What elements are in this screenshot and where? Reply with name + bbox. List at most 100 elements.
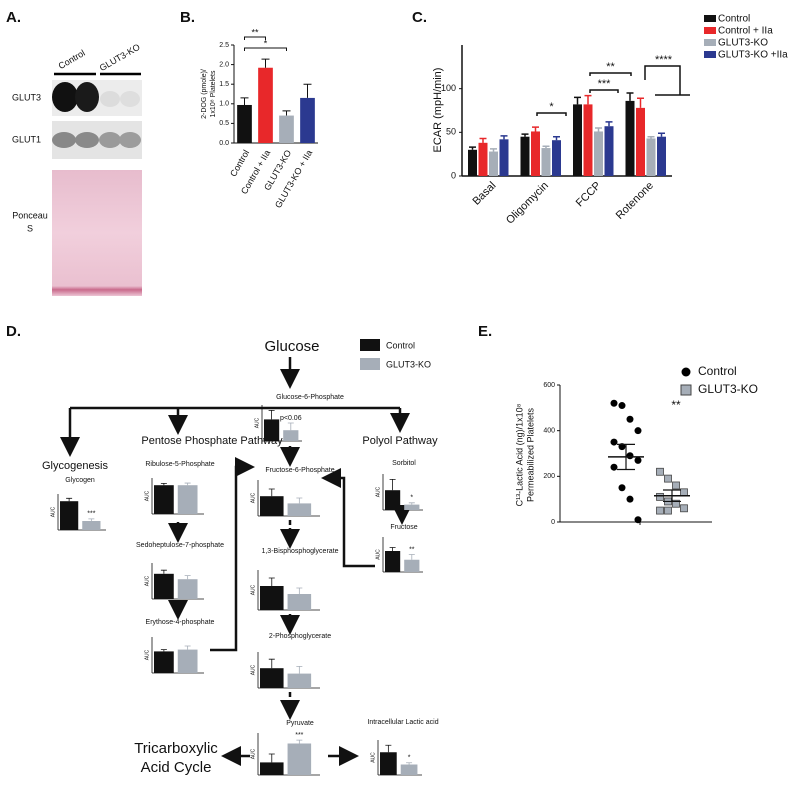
legend-label: GLUT3-KO: [386, 359, 431, 369]
bar: [625, 100, 635, 176]
bar: [82, 521, 101, 530]
data-point: [680, 504, 688, 513]
significance-label: **: [606, 61, 615, 73]
y-tick-label: 2.5: [219, 42, 229, 49]
error-bar: [389, 547, 396, 551]
error-bar: [385, 744, 392, 753]
bar: [287, 743, 312, 775]
bar: [404, 504, 420, 510]
data-point: [610, 463, 618, 471]
y-axis-label: C¹³-Lactic Acid (ng)/1x10⁸: [514, 403, 524, 506]
bar: [287, 503, 312, 516]
y-tick-label: 200: [543, 473, 555, 480]
mini-title: Intracellular Lactic acid: [367, 719, 438, 726]
blot-stain-label: S: [27, 223, 33, 233]
legend-swatch: [360, 339, 380, 351]
blot: Control GLUT3-KO GLUT3 GLUT1 Ponceau S: [12, 42, 142, 296]
mini-title: Fructose: [390, 524, 417, 531]
bar: [260, 668, 284, 688]
data-point: [672, 499, 680, 508]
mini-title: Fructose-6-Phosphate: [265, 467, 334, 474]
y-tick-label: 1.0: [219, 101, 229, 108]
error-bar: [469, 146, 476, 150]
data-point: [656, 506, 664, 515]
error-bar: [532, 126, 539, 132]
bar: [154, 573, 174, 599]
bar: [258, 67, 273, 143]
bar: [260, 762, 284, 775]
error-bar: [647, 135, 655, 139]
error-bar: [663, 489, 681, 503]
error-bar: [88, 518, 95, 521]
significance-bracket: [644, 65, 690, 96]
error-bar: [261, 58, 270, 68]
bar: [489, 151, 498, 176]
significance-bracket: [589, 89, 619, 93]
data-point: [656, 492, 664, 501]
legend-label: GLUT3-KO +IIa: [718, 50, 788, 61]
y-axis-label: AUC: [250, 584, 256, 595]
significance-label: ****: [655, 54, 673, 66]
blot-row-label: GLUT3: [12, 92, 41, 102]
significance-label: ***: [295, 732, 303, 739]
panel-label: C.: [412, 9, 427, 26]
bar: [177, 485, 198, 514]
bar: [300, 97, 315, 143]
panel-label: A.: [6, 9, 21, 26]
mini-title: Ribulose-5-Phosphate: [145, 461, 214, 468]
data-point: [610, 438, 618, 446]
bar: [287, 594, 312, 610]
significance-label: *: [264, 38, 268, 48]
y-axis-label: 1x10⁸ Platelets: [210, 70, 217, 117]
y-tick-label: 100: [441, 83, 456, 93]
data-point: [664, 506, 672, 515]
error-bar: [160, 483, 167, 486]
bar: [594, 131, 603, 176]
pathway: Glucose Pentose Phosphate Pathway Polyol…: [42, 338, 438, 776]
significance-bracket: [589, 72, 632, 76]
data-point: [634, 427, 642, 435]
error-bar: [268, 658, 275, 669]
tca-label: Acid Cycle: [141, 759, 212, 776]
y-axis-label: 2-DOG (pmole)/: [201, 69, 208, 119]
error-bar: [296, 739, 303, 744]
error-bar: [296, 587, 303, 594]
bar: [404, 559, 420, 572]
panel-label: E.: [478, 323, 492, 340]
error-bar: [553, 135, 560, 141]
legend-label: Control: [718, 14, 750, 25]
bar: [380, 752, 397, 775]
bar: [468, 149, 477, 176]
data-point: [634, 456, 642, 464]
y-axis-label: AUC: [375, 549, 381, 560]
y-tick-label: 0.5: [219, 120, 229, 127]
legend-label: GLUT3-KO: [718, 38, 768, 49]
bar: [260, 586, 284, 610]
data-point: [656, 467, 664, 476]
y-axis-label: AUC: [50, 506, 56, 517]
error-bar: [584, 94, 592, 105]
y-axis-label: AUC: [370, 752, 376, 763]
legend-swatch: [704, 39, 716, 46]
mini-title: 1,3-Bisphosphoglycerate: [261, 548, 338, 555]
error-bar: [408, 554, 415, 560]
error-bar: [160, 569, 167, 574]
error-bar: [605, 121, 613, 127]
y-tick-label: 0: [451, 170, 456, 180]
error-bar: [574, 96, 581, 105]
significance-label: *: [408, 755, 411, 762]
x-tick-label: Oligomycin: [504, 180, 551, 227]
significance-label: **: [251, 27, 259, 37]
x-tick-label: Basal: [470, 180, 498, 208]
error-bar: [521, 133, 529, 137]
error-bar: [658, 132, 665, 137]
blot-row-label: GLUT1: [12, 134, 41, 144]
lane-label: Control: [57, 48, 87, 71]
bar: [385, 490, 401, 510]
pathway-group: Polyol Pathway: [362, 435, 438, 447]
bar: [552, 140, 561, 176]
error-bar: [184, 575, 191, 580]
error-bar: [268, 753, 275, 763]
error-bar: [617, 443, 635, 471]
